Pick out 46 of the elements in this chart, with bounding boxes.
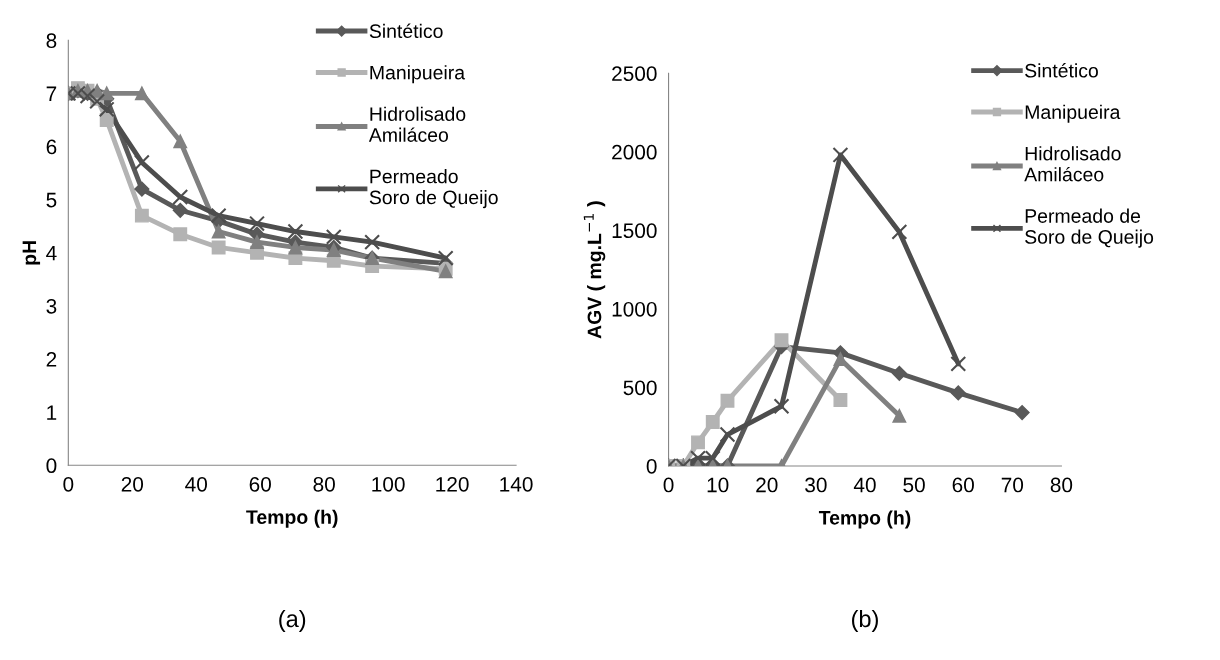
x-tick-label: 100 [372,476,405,492]
x-tick-label: 50 [903,477,925,493]
x-tick-label: 60 [952,477,974,493]
x-tick-label: 20 [121,476,144,492]
y-tick-label: 500 [623,380,657,396]
x-tick-label: 80 [313,476,335,492]
legend-label: Manipueira [370,65,466,84]
x-tick-label: 40 [185,476,208,492]
y-tick-label: 3 [46,298,57,314]
y-tick-label: 5 [46,192,57,208]
x-tick-label: 60 [249,476,271,492]
x-tick-label: 0 [63,476,74,492]
y-tick-label: 4 [46,246,57,261]
y-tick-label: 8 [46,33,57,49]
legend-label: Permeado Soro de Queijo [369,169,498,209]
x-tick-label: 40 [853,477,876,493]
x-tick-label: 120 [436,476,469,492]
x-axis-title: Tempo (h) [246,509,338,528]
legend-label: Hidrolisado Amiláceo [368,106,466,142]
x-tick-label: 0 [663,477,674,493]
y-tick-label: 0 [646,458,657,474]
text: (a) [279,609,306,632]
y-tick-label: 1500 [612,223,657,239]
legend-label: Permeado de Soro de Queijo [1025,208,1154,248]
legend-label: Manipueira [1025,104,1121,123]
y-tick-label: 2000 [612,144,657,160]
y-axis-title: pH [22,241,41,265]
y-tick-label: 1000 [612,301,657,317]
x-tick-label: 140 [500,476,533,492]
y-axis-title: AGV ( mg.L$^{−1}$ ) [583,201,606,339]
x-tick-label: 70 [1001,477,1024,493]
legend-label: Sintético [1025,63,1098,78]
y-tick-label: 2500 [612,66,657,82]
x-axis-title: Tempo (h) [818,510,911,529]
x-tick-label: 20 [756,477,778,493]
y-tick-label: 7 [46,86,57,101]
legend-label: Sintético [369,23,443,39]
x-tick-label: 80 [1050,477,1073,493]
x-tick-label: 30 [805,477,827,493]
y-tick-label: 1 [47,405,57,420]
y-tick-label: 6 [46,139,57,155]
text: (b) [852,609,878,632]
y-tick-label: 0 [46,458,57,474]
y-tick-label: 2 [46,352,57,367]
legend-label: Hidrolisado Amiláceo [1024,146,1121,182]
x-tick-label: 10 [707,477,729,493]
